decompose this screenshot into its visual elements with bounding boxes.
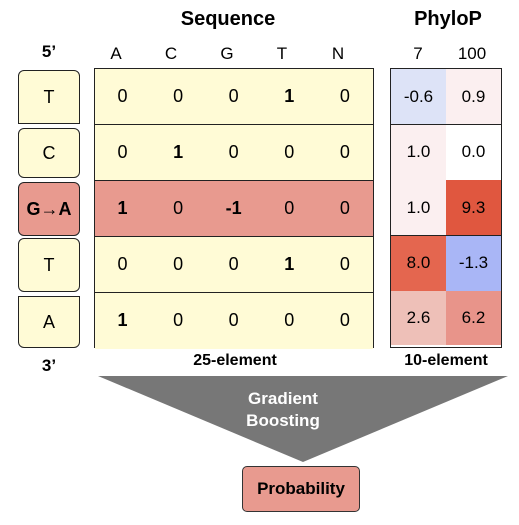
sequence-row-4: 0 0 0 1 0 [95, 237, 373, 293]
sequence-size-label: 25-element [193, 352, 277, 369]
phylop-cell: 1.0 [391, 180, 447, 237]
sequence-cell: 0 [339, 198, 350, 218]
sequence-cell: 1 [117, 310, 128, 330]
phylop-cell: 2.6 [391, 291, 447, 346]
phylop-cell: 8.0 [391, 235, 447, 292]
sequence-cell: 0 [339, 310, 350, 330]
sequence-cell: -1 [225, 198, 242, 218]
sequence-cell: 0 [284, 142, 295, 162]
phylop-title: PhyloP [414, 8, 482, 30]
sequence-cell: 0 [173, 310, 184, 330]
base-2: C [18, 128, 80, 178]
phylop-cell: 6.2 [446, 291, 501, 346]
phylop-cell: 1.0 [391, 124, 447, 181]
sequence-cell: 0 [284, 310, 295, 330]
phylop-size-label: 10-element [404, 352, 488, 369]
sequence-cell: 0 [339, 142, 350, 162]
sequence-cell: 1 [117, 198, 128, 218]
sequence-cell: 0 [173, 198, 184, 218]
sequence-cell: 0 [117, 142, 128, 162]
sequence-cell: 1 [284, 254, 295, 274]
sequence-row-3: 1 0 -1 0 0 [95, 181, 373, 237]
sequence-cell: 0 [117, 254, 128, 274]
sequence-row-1: 0 0 0 1 0 [95, 69, 373, 125]
funnel-arrow [98, 376, 508, 462]
base-3: G→A [18, 182, 80, 236]
phylop-cell: -1.3 [446, 235, 501, 292]
base-5: A [18, 296, 80, 348]
sequence-cell: 1 [173, 142, 184, 162]
sequence-cell: 0 [284, 198, 295, 218]
model-line-2: Boosting [246, 411, 320, 430]
sequence-cell: 0 [173, 254, 184, 274]
phylop-cell: -0.6 [391, 69, 447, 125]
sequence-cell: 1 [284, 86, 295, 106]
model-line-1: Gradient [248, 389, 318, 408]
base-4: T [18, 238, 80, 292]
sequence-cell: 0 [339, 254, 350, 274]
sequence-cell: 0 [228, 254, 239, 274]
sequence-row-2: 0 1 0 0 0 [95, 125, 373, 181]
five-prime-label: 5’ [41, 42, 57, 61]
phylop-cell: 0.0 [446, 124, 501, 181]
column-header-a: A [110, 44, 122, 63]
sequence-matrix: 0 0 0 1 0 0 1 0 0 0 1 0 -1 0 0 0 0 0 1 0 1 0 0 0 0 [94, 68, 374, 349]
phylop-cell: 0.9 [446, 69, 501, 125]
three-prime-label: 3’ [41, 356, 57, 375]
sequence-cell: 0 [228, 86, 239, 106]
probability-output: Probability [242, 466, 360, 512]
sequence-cell: 0 [228, 142, 239, 162]
phylop-header-100: 100 [457, 44, 487, 63]
sequence-title: Sequence [180, 8, 276, 30]
sequence-cell: 0 [339, 86, 350, 106]
base-1: T [18, 70, 80, 124]
sequence-row-5: 1 0 0 0 0 [95, 293, 373, 349]
column-header-g: G [220, 44, 234, 63]
sequence-cell: 0 [117, 86, 128, 106]
sequence-cell: 0 [228, 310, 239, 330]
phylop-matrix: -0.6 0.9 1.0 0.0 1.0 9.3 8.0 -1.3 2.6 6.2 [390, 68, 502, 348]
funnel-shape [98, 376, 508, 462]
column-header-c: C [164, 44, 178, 63]
phylop-cell: 9.3 [446, 180, 501, 237]
column-header-n: N [331, 44, 345, 63]
sequence-cell: 0 [173, 86, 184, 106]
column-header-t: T [276, 44, 288, 63]
gradient-boosting-label: Gradient Boosting [220, 388, 346, 432]
phylop-header-7: 7 [413, 44, 423, 63]
